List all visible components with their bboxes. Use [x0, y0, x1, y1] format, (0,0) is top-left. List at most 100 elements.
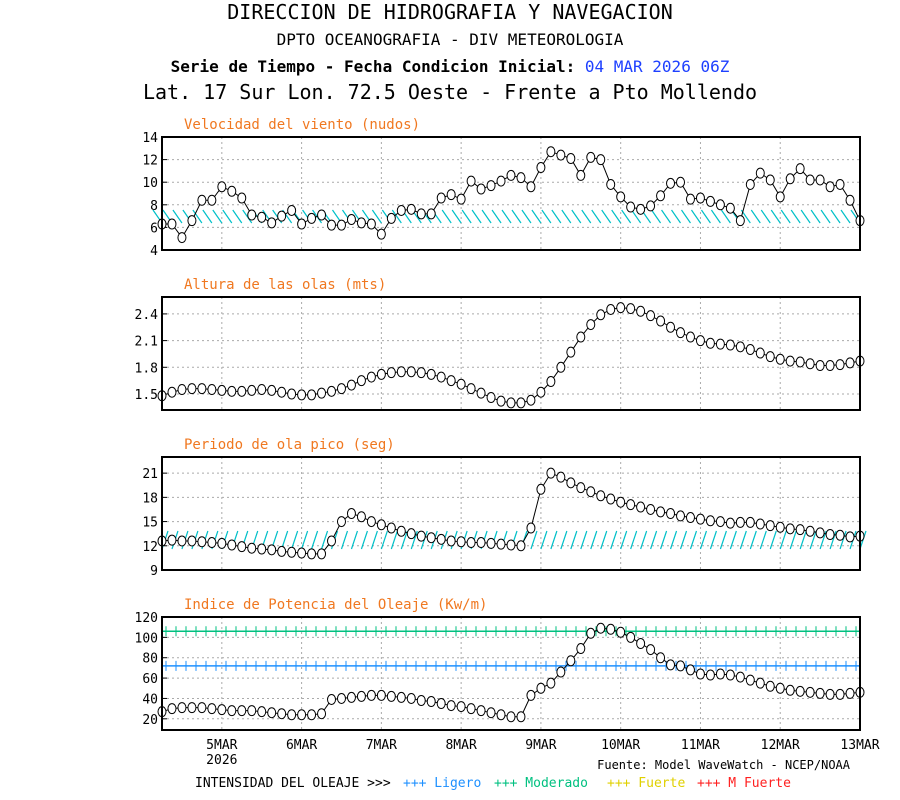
data-point — [307, 212, 317, 224]
wave-direction-arrow — [809, 530, 817, 550]
data-point — [795, 685, 805, 697]
series-line — [161, 307, 861, 404]
data-point — [336, 516, 346, 528]
data-point — [486, 180, 496, 192]
y-tick-label: 20 — [142, 713, 158, 728]
data-point — [785, 173, 795, 185]
data-point — [446, 700, 456, 712]
data-point — [725, 339, 735, 351]
data-point — [795, 163, 805, 175]
data-point — [307, 389, 317, 401]
data-point — [237, 385, 247, 397]
data-point — [436, 533, 446, 545]
data-point — [636, 637, 646, 649]
data-point — [416, 530, 426, 542]
data-point — [476, 705, 486, 717]
wind-direction-arrow — [202, 209, 213, 224]
data-point — [287, 388, 297, 400]
panel-3: Indice de Potencia del Oleaje (Kw/m) 20 40… — [135, 597, 865, 731]
data-point — [327, 385, 337, 397]
data-point — [356, 690, 366, 702]
y-tick-label: 14 — [142, 131, 158, 146]
y-tick-label: 1.5 — [135, 388, 158, 403]
data-point — [526, 181, 536, 193]
wave-direction-arrow — [340, 530, 349, 550]
data-point — [386, 212, 396, 224]
y-tick-label: 18 — [142, 491, 158, 506]
wave-direction-arrow — [311, 530, 319, 550]
wave-direction-arrow — [650, 530, 658, 550]
data-point — [815, 527, 825, 539]
data-point — [805, 174, 815, 186]
data-point — [616, 302, 626, 314]
data-point — [526, 689, 536, 701]
series-line — [161, 627, 861, 718]
data-point — [406, 203, 416, 215]
data-point — [197, 383, 207, 395]
y-tick-label: 8 — [150, 199, 158, 214]
data-point — [685, 193, 695, 205]
data-point — [616, 626, 626, 638]
data-point — [317, 548, 327, 560]
data-point — [516, 172, 526, 184]
data-point — [277, 386, 287, 398]
data-point — [277, 210, 287, 222]
data-point — [775, 191, 785, 203]
data-point — [466, 175, 476, 187]
data-point — [217, 181, 227, 193]
y-tick-label: 100 — [135, 631, 158, 646]
wave-direction-arrow — [779, 530, 787, 550]
data-point — [835, 688, 845, 700]
data-point — [636, 203, 646, 215]
data-point — [566, 477, 576, 489]
data-point — [406, 692, 416, 704]
data-point — [656, 190, 666, 202]
data-point — [297, 709, 307, 721]
panel-1: Altura de las olas (mts) 1.5 1.8 2.1 2.4 — [135, 277, 865, 411]
x-tick-label: 9MAR — [525, 738, 556, 753]
location-title: Lat. 17 Sur Lon. 72.5 Oeste - Frente a P… — [142, 80, 758, 104]
data-point — [546, 146, 556, 158]
legend-entry: +++ Ligero — [403, 776, 481, 791]
wave-direction-arrow — [360, 530, 368, 550]
wind-direction-arrow — [770, 209, 781, 224]
data-point — [765, 174, 775, 186]
data-point — [227, 539, 237, 551]
data-point — [725, 669, 735, 681]
wave-direction-arrow — [759, 530, 767, 550]
wave-direction-arrow — [789, 530, 797, 550]
init-date-line: Serie de Tiempo - Fecha Condicion Inicia… — [0, 57, 900, 76]
data-point — [356, 511, 366, 523]
wave-direction-arrow — [600, 530, 608, 550]
wind-direction-arrow — [571, 209, 582, 224]
data-point — [396, 525, 406, 537]
data-point — [546, 677, 556, 689]
data-point — [735, 516, 745, 528]
x-tick-label: 5MAR — [206, 738, 237, 753]
panel-frame — [161, 616, 861, 731]
data-point — [257, 211, 267, 223]
wind-direction-arrow — [441, 209, 452, 224]
data-point — [436, 192, 446, 204]
wind-direction-arrow — [671, 209, 682, 224]
wave-direction-arrow — [630, 530, 638, 550]
data-point — [386, 690, 396, 702]
data-point — [616, 496, 626, 508]
y-tick-label: 80 — [142, 652, 158, 667]
data-point — [466, 537, 476, 549]
data-point — [695, 335, 705, 347]
data-point — [346, 691, 356, 703]
data-point — [237, 705, 247, 717]
wind-direction-arrow — [680, 209, 691, 224]
data-point — [526, 522, 536, 534]
data-point — [317, 387, 327, 399]
data-point — [416, 367, 426, 379]
data-point — [506, 397, 516, 409]
data-point — [815, 360, 825, 372]
data-point — [167, 218, 177, 230]
wave-direction-arrow — [400, 530, 408, 550]
wind-direction-arrow — [790, 209, 801, 224]
wave-direction-arrow — [829, 530, 837, 550]
data-point — [446, 535, 456, 547]
